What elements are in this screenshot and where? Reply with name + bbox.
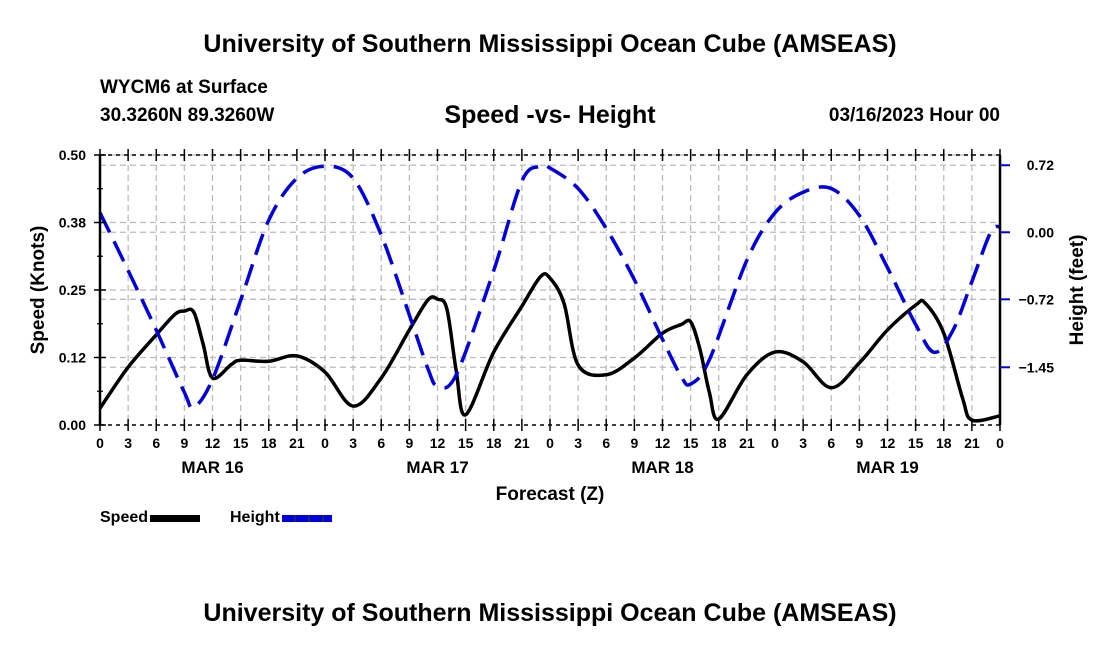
x-tick-label: 0 — [771, 435, 779, 451]
x-tick-label: 3 — [349, 435, 357, 451]
grid — [100, 154, 1000, 425]
x-tick-label: 9 — [180, 435, 188, 451]
y2-tick-label: −1.45 — [1019, 359, 1055, 375]
legend-swatch-speed — [150, 514, 201, 522]
x-tick-label: 12 — [205, 435, 221, 451]
series-line-height — [98, 163, 1001, 410]
x-tick-label: 18 — [711, 435, 727, 451]
x-tick-label: 3 — [124, 435, 132, 451]
x-axis-title: Forecast (Z) — [496, 484, 605, 505]
x-tick-label: 18 — [936, 435, 952, 451]
x-tick-label: 18 — [486, 435, 502, 451]
y-tick-label: 0.00 — [59, 417, 86, 433]
station-label: WYCM6 at Surface — [100, 77, 268, 98]
x-tick-label: 6 — [827, 435, 835, 451]
y-tick-label: 0.50 — [59, 147, 86, 163]
y-axis-title: Speed (Knots) — [28, 226, 49, 355]
x-tick-label: 3 — [574, 435, 582, 451]
x-tick-label: 9 — [855, 435, 863, 451]
y-tick-label: 0.38 — [59, 215, 86, 231]
chart-title: University of Southern Mississippi Ocean… — [203, 30, 897, 58]
x-tick-label: 12 — [430, 435, 446, 451]
y2-tick-label: 0.72 — [1027, 157, 1054, 173]
day-label: MAR 16 — [181, 458, 243, 477]
y2-axis-title: Height (feet) — [1067, 235, 1088, 346]
x-tick-label: 21 — [289, 435, 305, 451]
x-tick-label: 21 — [964, 435, 980, 451]
x-tick-label: 9 — [630, 435, 638, 451]
x-tick-label: 6 — [152, 435, 160, 451]
legend-label-height: Height — [230, 509, 280, 526]
x-tick-label: 15 — [683, 435, 699, 451]
x-tick-label: 12 — [655, 435, 671, 451]
day-label: MAR 18 — [631, 458, 693, 477]
footer-title: University of Southern Mississippi Ocean… — [203, 599, 897, 627]
x-tick-label: 21 — [739, 435, 755, 451]
coordinates-label: 30.3260N 89.3260W — [100, 105, 275, 126]
forecast-datetime: 03/16/2023 Hour 00 — [828, 105, 1000, 126]
x-tick-label: 0 — [321, 435, 329, 451]
x-tick-label: 15 — [233, 435, 249, 451]
x-tick-label: 9 — [405, 435, 413, 451]
x-tick-label: 3 — [799, 435, 807, 451]
day-label: MAR 17 — [406, 458, 468, 477]
x-tick-label: 6 — [377, 435, 385, 451]
x-tick-label: 0 — [96, 435, 104, 451]
series-line-speed — [98, 272, 1001, 423]
series — [98, 163, 1001, 423]
x-tick-label: 15 — [458, 435, 474, 451]
y2-tick-label: −0.72 — [1019, 291, 1055, 307]
y2-tick-label: 0.00 — [1027, 224, 1054, 240]
y-tick-label: 0.12 — [59, 350, 86, 366]
x-tick-label: 0 — [546, 435, 554, 451]
legend-label-speed: Speed — [100, 509, 149, 526]
legend-item-height: Height — [230, 509, 332, 527]
x-tick-label: 0 — [996, 435, 1004, 451]
legend-item-speed: Speed — [100, 509, 201, 527]
axis-labels: 0 3 6 9 12 15 18 21 0 3 6 9 12 15 18 21 0 3 6 9 12 15 18 21 0 3 6 9… — [59, 147, 1054, 477]
x-tick-label: 12 — [880, 435, 896, 451]
day-label: MAR 19 — [856, 458, 918, 477]
y-tick-label: 0.25 — [59, 282, 86, 298]
axes — [94, 149, 1010, 431]
chart-subtitle: Speed -vs- Height — [444, 101, 656, 129]
x-tick-label: 15 — [908, 435, 924, 451]
x-tick-label: 18 — [261, 435, 277, 451]
x-tick-label: 21 — [514, 435, 530, 451]
x-tick-label: 6 — [602, 435, 610, 451]
legend-swatch-height — [281, 514, 332, 522]
